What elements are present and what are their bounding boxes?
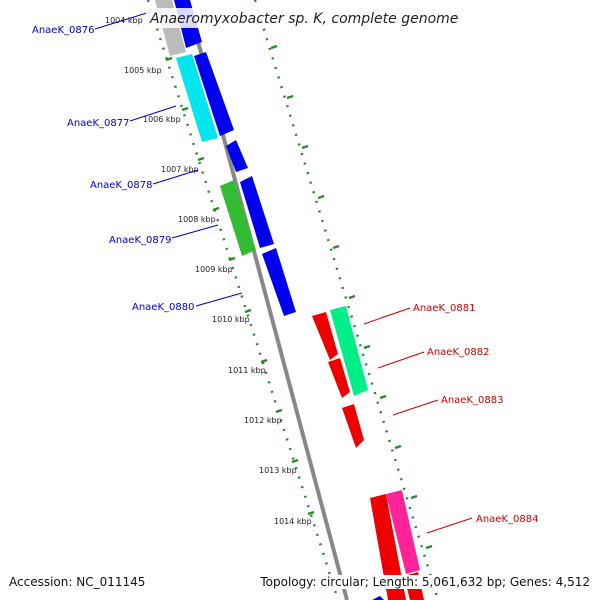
reverse-genes	[312, 306, 424, 600]
gene-label-0881: AnaeK_0881	[413, 303, 475, 314]
gene-label-0883: AnaeK_0883	[441, 395, 503, 406]
gene-pink-0884	[386, 490, 420, 574]
gene-label-0878: AnaeK_0878	[90, 180, 152, 191]
title-backdrop	[146, 8, 454, 28]
gene-label-0877: AnaeK_0877	[67, 118, 129, 129]
forward-gene-labels: AnaeK_0876 AnaeK_0877 AnaeK_0878 AnaeK_0…	[32, 11, 243, 313]
gene-green-0879	[220, 180, 256, 256]
gene-label-0884: AnaeK_0884	[476, 514, 538, 525]
reverse-gene-labels: AnaeK_0881 AnaeK_0882 AnaeK_0883 AnaeK_0…	[363, 303, 538, 534]
kbp-label: 1006 kbp	[143, 115, 181, 124]
kbp-label: 1009 kbp	[195, 265, 233, 274]
gene-blue-6	[372, 596, 384, 600]
gene-blue-2	[194, 52, 234, 136]
kbp-label: 1007 kbp	[161, 165, 199, 174]
gene-label-0882: AnaeK_0882	[427, 347, 489, 358]
gene-spring-0882	[330, 306, 368, 396]
map-title: Anaeromyxobacter sp. K, complete genome	[149, 11, 458, 27]
kbp-tick-labels: 1004 kbp 1005 kbp 1006 kbp 1007 kbp 1008…	[105, 16, 312, 526]
gene-blue-5	[262, 248, 296, 316]
gene-red-0881	[312, 312, 338, 360]
kbp-label: 1012 kbp	[244, 416, 282, 425]
outer-tick-track	[146, 0, 340, 600]
gene-red-0883	[342, 404, 364, 448]
kbp-label: 1008 kbp	[178, 215, 216, 224]
kbp-label: 1013 kbp	[259, 466, 297, 475]
major-ticks-inner	[270, 44, 433, 550]
topology-text: Topology: circular; Length: 5,061,632 bp…	[258, 575, 592, 589]
forward-genes	[174, 0, 384, 600]
gene-label-0879: AnaeK_0879	[109, 235, 171, 246]
gene-label-0880: AnaeK_0880	[132, 302, 194, 313]
kbp-label: 1010 kbp	[212, 315, 250, 324]
kbp-label: 1011 kbp	[228, 366, 266, 375]
accession-text: Accession: NC_011145	[7, 575, 148, 589]
gene-blue-3	[226, 140, 248, 172]
gene-blue-4	[240, 176, 274, 248]
gene-red-0882b	[328, 358, 350, 398]
kbp-label: 1005 kbp	[124, 66, 162, 75]
gene-cyan-0877	[176, 54, 218, 142]
gene-red-0884a	[370, 494, 406, 600]
gene-label-0876: AnaeK_0876	[32, 25, 94, 36]
major-ticks-outer	[165, 56, 315, 516]
kbp-label: 1014 kbp	[274, 517, 312, 526]
